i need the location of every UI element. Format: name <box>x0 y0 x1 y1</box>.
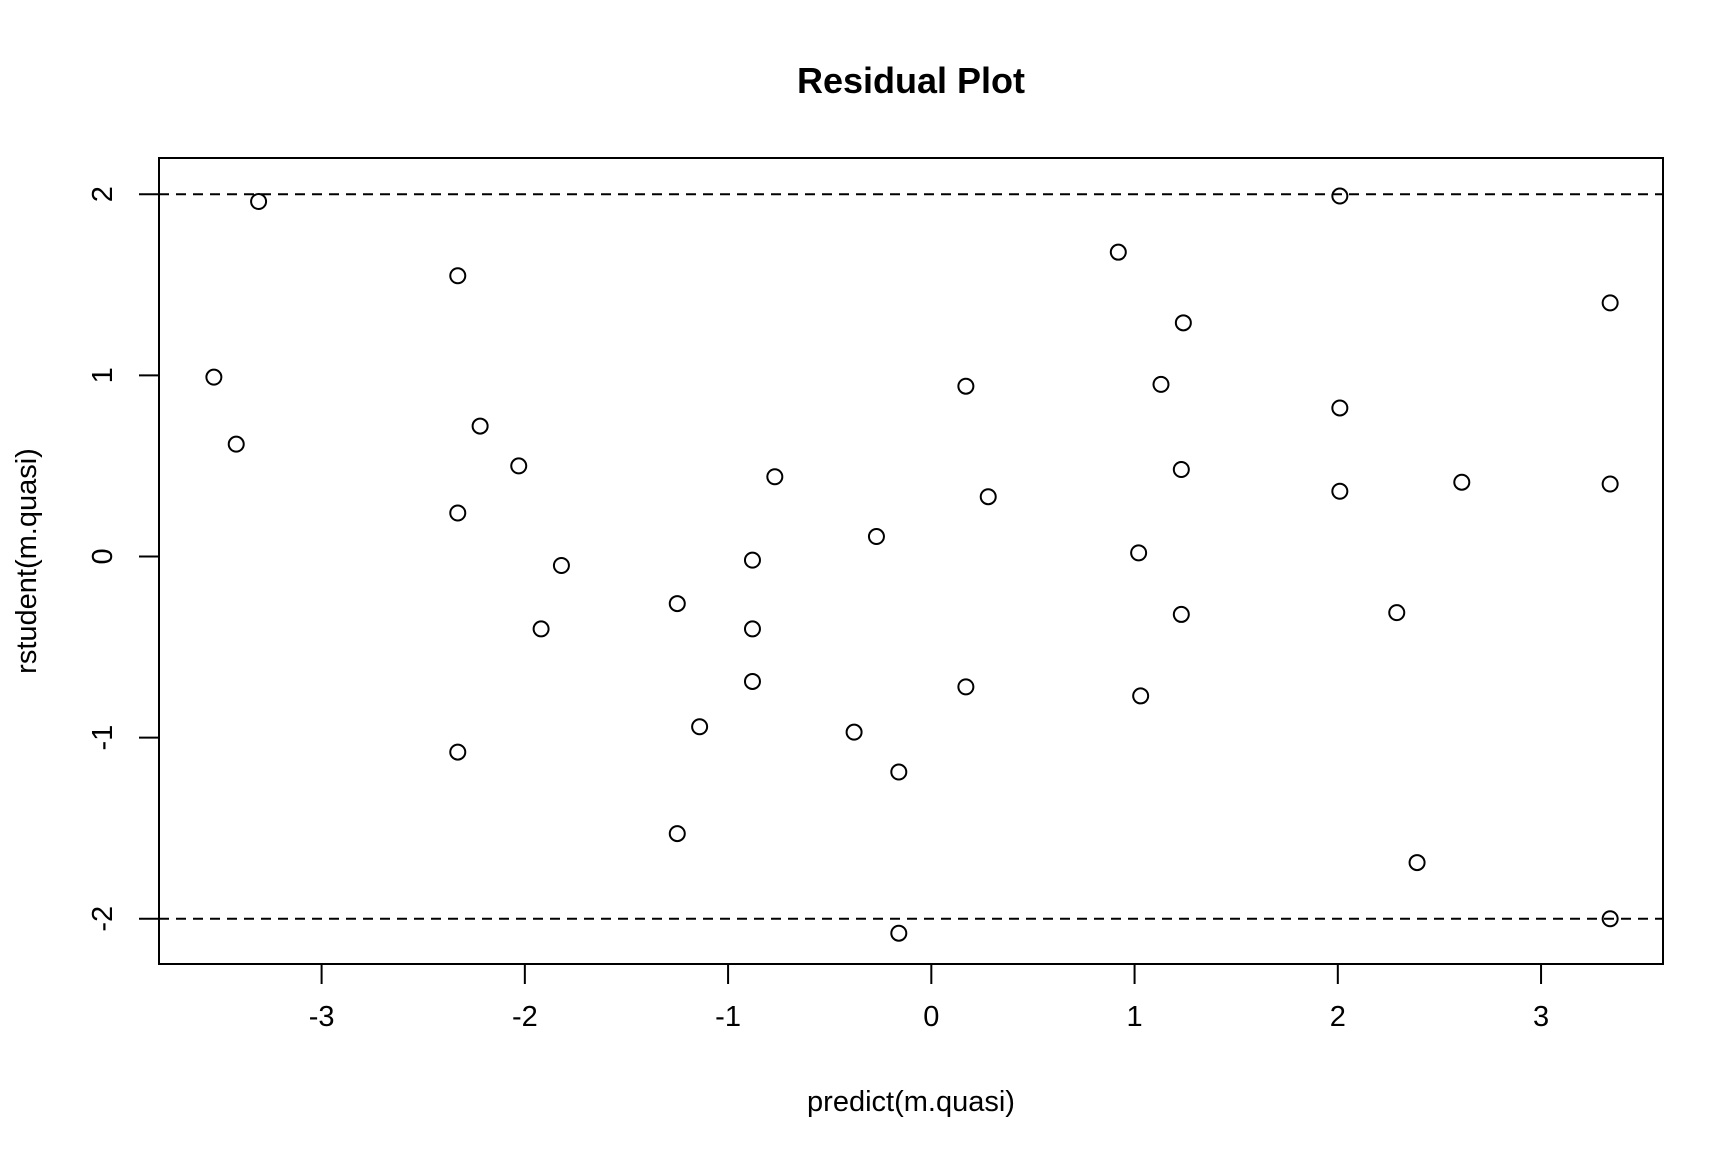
data-point <box>1172 461 1190 479</box>
data-point <box>1331 187 1349 205</box>
x-axis: -3 -2 -1 0 1 2 3 <box>309 963 1549 1033</box>
data-point <box>227 435 245 453</box>
data-point <box>1109 243 1127 261</box>
data-point <box>890 924 908 942</box>
data-point <box>743 620 761 638</box>
data-point <box>890 763 908 781</box>
data-point <box>1132 687 1150 705</box>
plot-area <box>158 157 1664 965</box>
x-tick-label: 3 <box>1533 1001 1549 1033</box>
y-tick-label: 2 <box>87 186 119 202</box>
y-tick-label: 0 <box>87 548 119 564</box>
data-point <box>1172 605 1190 623</box>
data-point <box>1408 854 1426 872</box>
data-point <box>1174 314 1192 332</box>
data-point <box>867 528 885 546</box>
data-points <box>205 187 1619 942</box>
plot-frame <box>158 157 1664 965</box>
y-axis-label: rstudent(m.quasi) <box>11 448 43 674</box>
y-axis: -2 -1 0 1 2 <box>87 186 160 932</box>
data-point <box>449 504 467 522</box>
reference-lines <box>159 193 1663 920</box>
data-point <box>552 557 570 575</box>
y-tick-label: -1 <box>87 725 119 751</box>
y-tick-label: -2 <box>87 906 119 932</box>
data-point <box>1331 482 1349 500</box>
x-tick-label: -1 <box>715 1001 741 1033</box>
data-point <box>1601 910 1619 928</box>
data-point <box>1601 294 1619 312</box>
data-point <box>449 267 467 285</box>
data-point <box>957 678 975 696</box>
data-point <box>1388 604 1406 622</box>
data-point <box>205 368 223 386</box>
x-tick-label: 0 <box>923 1001 939 1033</box>
data-point <box>668 825 686 843</box>
data-point <box>668 595 686 613</box>
y-tick-label: 1 <box>87 367 119 383</box>
data-point <box>1601 475 1619 493</box>
chart-title: Residual Plot <box>797 60 1025 101</box>
data-point <box>532 620 550 638</box>
data-point <box>979 488 997 506</box>
data-point <box>449 743 467 761</box>
data-point <box>743 672 761 690</box>
data-point <box>691 718 709 736</box>
x-tick-label: 1 <box>1126 1001 1142 1033</box>
x-tick-label: -3 <box>309 1001 335 1033</box>
x-tick-label: 2 <box>1330 1001 1346 1033</box>
data-point <box>1453 473 1471 491</box>
data-point <box>845 723 863 741</box>
data-point <box>743 551 761 569</box>
data-point <box>1331 399 1349 417</box>
data-point <box>766 468 784 486</box>
data-point <box>1152 375 1170 393</box>
data-point <box>510 457 528 475</box>
data-point <box>1130 544 1148 562</box>
x-tick-label: -2 <box>512 1001 538 1033</box>
x-axis-label: predict(m.quasi) <box>807 1086 1015 1118</box>
data-point <box>250 192 268 210</box>
data-point <box>471 417 489 435</box>
data-point <box>957 377 975 395</box>
